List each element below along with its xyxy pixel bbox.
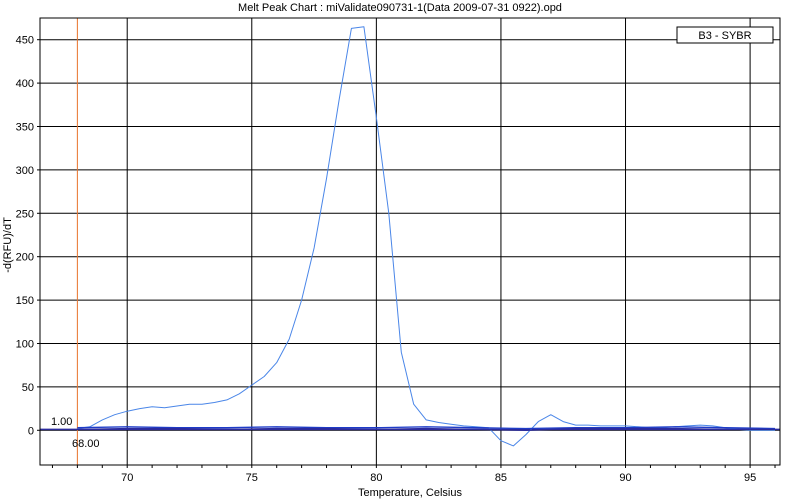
legend-box bbox=[676, 26, 774, 44]
legend: B3 - SYBR bbox=[676, 26, 774, 44]
y-tick-label: 300 bbox=[16, 165, 34, 177]
series-line-2 bbox=[77, 426, 776, 430]
y-tick-label: 50 bbox=[22, 382, 34, 394]
y-tick-label: 250 bbox=[16, 208, 34, 220]
x-tick-label: 95 bbox=[744, 472, 756, 484]
series-line-3 bbox=[77, 427, 775, 431]
y-tick-label: 200 bbox=[16, 252, 34, 264]
x-tick-label: 75 bbox=[246, 472, 258, 484]
x-axis-title: Temperature, Celsius bbox=[358, 487, 462, 499]
grid-layer bbox=[40, 18, 780, 465]
y-tick-label: 0 bbox=[28, 425, 34, 437]
y-axis-title: -d(RFU)/dT bbox=[2, 217, 14, 273]
x-tick-label: 80 bbox=[370, 472, 382, 484]
chart-title: Melt Peak Chart : miValidate090731-1(Dat… bbox=[238, 2, 562, 14]
plot-frame bbox=[39, 17, 781, 466]
x-tick-label: 70 bbox=[121, 472, 133, 484]
y-tick-label: 150 bbox=[16, 295, 34, 307]
legend-entry: B3 - SYBR bbox=[698, 30, 751, 42]
series-layer bbox=[40, 18, 780, 465]
y-tick-label: 450 bbox=[16, 35, 34, 47]
y-tick-label: 100 bbox=[16, 338, 34, 350]
y-tick-label: 350 bbox=[16, 121, 34, 133]
frame-layer bbox=[37, 17, 781, 468]
marker-x-label: 68.00 bbox=[72, 438, 100, 450]
series-line-1 bbox=[77, 26, 775, 447]
y-tick-label: 400 bbox=[16, 78, 34, 90]
x-tick-label: 90 bbox=[619, 472, 631, 484]
label-layer: 70 75 80 85 90 95 0 50 100 150 200 250 300 350 400 450 bbox=[16, 35, 757, 484]
marker-y-label: 1.00 bbox=[51, 416, 72, 428]
x-tick-label: 85 bbox=[495, 472, 507, 484]
